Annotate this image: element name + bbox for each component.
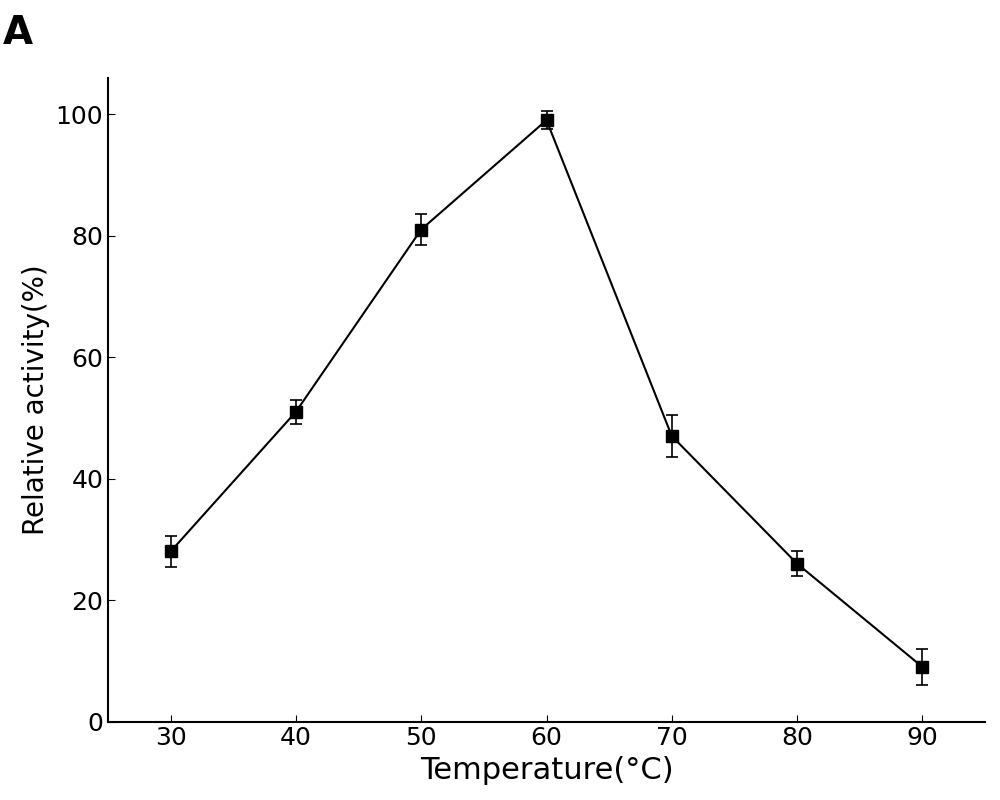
Y-axis label: Relative activity(%): Relative activity(%) xyxy=(22,264,50,535)
X-axis label: Temperature(°C): Temperature(°C) xyxy=(420,756,673,785)
Text: A: A xyxy=(3,14,33,52)
